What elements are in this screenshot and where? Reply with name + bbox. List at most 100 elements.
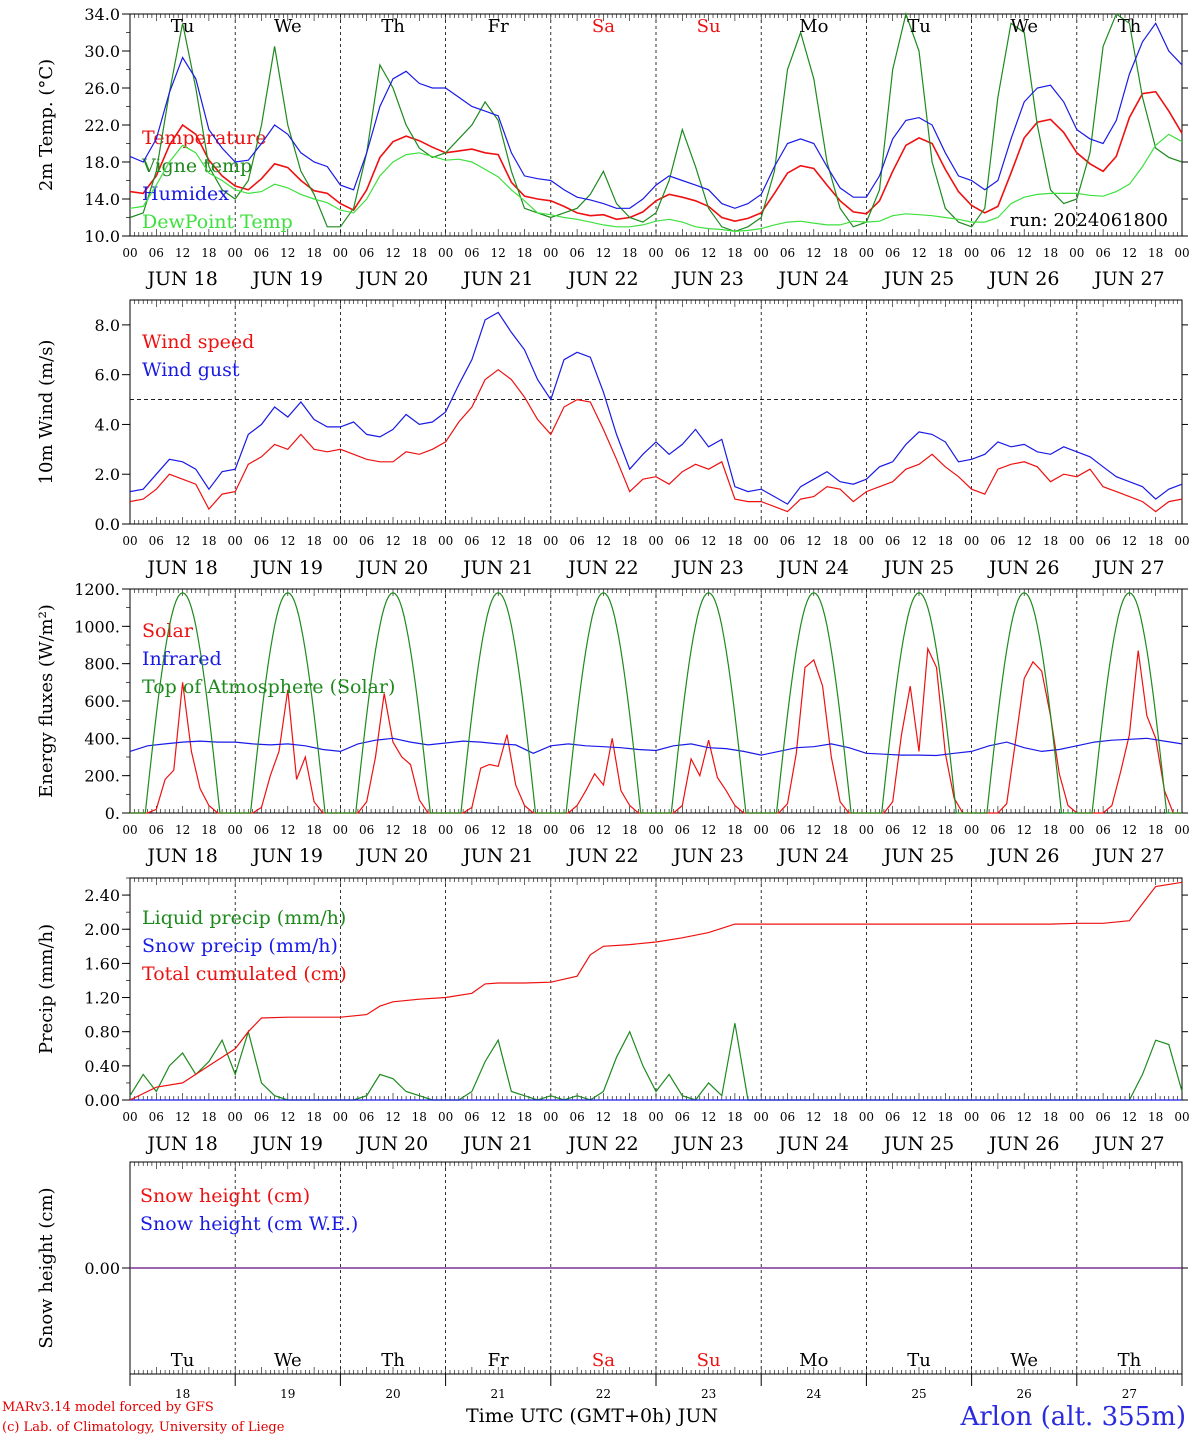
x-date-label: JUN 23 [671, 845, 743, 867]
x-hour-label: 12 [491, 534, 506, 548]
series-line-wind-0 [129, 368, 1183, 513]
x-hour-label: 06 [675, 534, 690, 548]
x-hour-label: 00 [964, 534, 979, 548]
x-hour-label: 18 [1043, 246, 1058, 260]
legend-entry: Total cumulated (cm) [142, 963, 347, 985]
series-line-energy-2 [130, 592, 1182, 814]
day-name: Tu [907, 16, 931, 37]
x-hour-label: 06 [990, 1110, 1005, 1124]
x-hour-label: 18 [832, 823, 847, 837]
x-hour-label: 00 [648, 1110, 663, 1124]
x-hour-label: 12 [806, 1110, 821, 1124]
x-hour-label: 12 [596, 823, 611, 837]
x-date-label: JUN 26 [987, 557, 1059, 579]
y-tick-label: 18.0 [84, 153, 120, 172]
x-date-label: JUN 26 [987, 268, 1059, 290]
series-line-temperature-0 [129, 90, 1183, 223]
x-hour-label: 00 [648, 823, 663, 837]
x-date-label: JUN 23 [671, 268, 743, 290]
x-hour-label: 00 [754, 823, 769, 837]
day-number: 26 [1017, 1387, 1032, 1401]
day-name: Fr [488, 1350, 509, 1371]
panel-wind: 0.0 2.0 4.0 6.0 8.0 10m Wind (m/s) Wind speed W… [36, 299, 1190, 579]
x-hour-label: 12 [280, 246, 295, 260]
x-date-label: JUN 21 [461, 557, 533, 579]
y-tick-label: 0.00 [84, 1259, 120, 1278]
series-line-temperature-1 [129, 11, 1183, 233]
day-number: 21 [491, 1387, 506, 1401]
day-name: Sa [592, 16, 615, 37]
x-date-label: JUN 26 [987, 1133, 1059, 1155]
x-date-label: JUN 25 [882, 845, 954, 867]
x-date-label: JUN 27 [1092, 1133, 1164, 1155]
legend-entry: Infrared [142, 648, 222, 670]
x-hour-label: 06 [675, 823, 690, 837]
y-tick-label: 1200. [74, 580, 120, 599]
day-number: 25 [911, 1387, 926, 1401]
day-name: Mo [799, 1350, 828, 1371]
x-hour-label: 12 [385, 246, 400, 260]
x-hour-label: 06 [990, 246, 1005, 260]
x-hour-label: 12 [280, 823, 295, 837]
x-hour-label: 12 [491, 823, 506, 837]
x-hour-label: 06 [359, 534, 374, 548]
x-hour-label: 18 [622, 823, 637, 837]
y-tick-label: 1.20 [84, 989, 120, 1008]
y-tick-label: 6.0 [95, 366, 120, 385]
x-hour-label: 18 [201, 246, 216, 260]
y-tick-label: 34.0 [84, 5, 120, 24]
x-hour-label: 12 [385, 1110, 400, 1124]
x-hour-label: 00 [122, 246, 137, 260]
x-date-label: JUN 25 [882, 268, 954, 290]
x-hour-label: 00 [754, 246, 769, 260]
legend-entry: Top of Atmosphere (Solar) [142, 676, 395, 698]
y-tick-label: 30.0 [84, 42, 120, 61]
day-name: Fr [488, 16, 509, 37]
x-hour-label: 00 [754, 1110, 769, 1124]
x-hour-label: 00 [228, 534, 243, 548]
x-date-label: JUN 20 [356, 1133, 428, 1155]
x-hour-label: 12 [596, 1110, 611, 1124]
x-hour-label: 12 [175, 534, 190, 548]
x-hour-label: 06 [359, 823, 374, 837]
x-hour-label: 12 [1017, 246, 1032, 260]
x-date-label: JUN 23 [671, 557, 743, 579]
x-hour-label: 00 [438, 823, 453, 837]
x-hour-label: 00 [438, 246, 453, 260]
x-hour-label: 12 [806, 246, 821, 260]
x-hour-label: 18 [622, 246, 637, 260]
y-axis-label: Precip (mm/h) [36, 924, 57, 1054]
x-hour-label: 06 [1095, 823, 1110, 837]
x-hour-label: 06 [675, 246, 690, 260]
x-date-label: JUN 22 [566, 845, 638, 867]
x-hour-label: 12 [1017, 823, 1032, 837]
series-line-temperature-2 [129, 22, 1183, 209]
x-hour-label: 00 [648, 534, 663, 548]
x-hour-label: 06 [885, 534, 900, 548]
x-hour-label: 00 [122, 1110, 137, 1124]
day-number: 20 [385, 1387, 400, 1401]
x-date-label: JUN 22 [566, 557, 638, 579]
x-hour-label: 00 [333, 823, 348, 837]
lab-credit: (c) Lab. of Climatology, University of L… [2, 1420, 285, 1435]
x-hour-label: 06 [675, 1110, 690, 1124]
x-hour-label: 00 [122, 534, 137, 548]
model-credit: MARv3.14 model forced by GFS [2, 1400, 214, 1415]
x-hour-label: 00 [1069, 534, 1084, 548]
x-hour-label: 06 [254, 823, 269, 837]
x-hour-label: 18 [201, 1110, 216, 1124]
x-hour-label: 06 [780, 823, 795, 837]
x-hour-label: 06 [464, 823, 479, 837]
x-hour-label: 00 [333, 246, 348, 260]
x-hour-label: 00 [333, 1110, 348, 1124]
x-hour-label: 18 [517, 823, 532, 837]
x-hour-label: 18 [1043, 1110, 1058, 1124]
y-axis-label: 2m Temp. (°C) [36, 59, 57, 191]
x-hour-label: 00 [1069, 246, 1084, 260]
x-hour-label: 12 [911, 246, 926, 260]
x-hour-label: 18 [517, 534, 532, 548]
x-hour-label: 06 [359, 246, 374, 260]
x-hour-label: 12 [1122, 246, 1137, 260]
x-hour-label: 12 [175, 1110, 190, 1124]
x-date-label: JUN 25 [882, 1133, 954, 1155]
